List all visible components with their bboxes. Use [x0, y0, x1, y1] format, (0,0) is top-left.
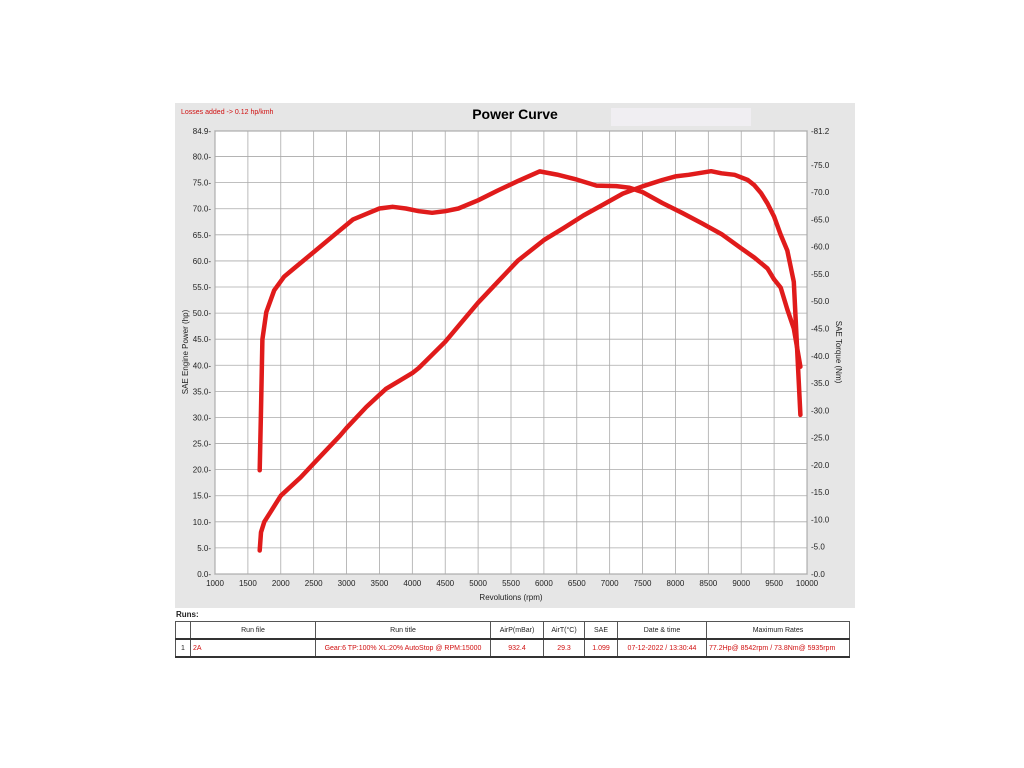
y2-tick-label: -45.0	[811, 324, 830, 333]
y-tick-label: 45.0-	[193, 335, 212, 344]
x-tick-label: 5000	[469, 579, 487, 588]
row-max-rates: 77.2Hp@ 8542rpm / 73.8Nm@ 5935rpm	[706, 638, 850, 658]
y-tick-label: 75.0-	[193, 179, 212, 188]
row-airp: 932.4	[490, 638, 544, 658]
x-tick-label: 8000	[667, 579, 685, 588]
x-tick-label: 10000	[796, 579, 819, 588]
y2-tick-label: -35.0	[811, 379, 830, 388]
x-tick-label: 9000	[732, 579, 750, 588]
y2-tick-label: -50.0	[811, 297, 830, 306]
y-tick-label: 84.9-	[193, 127, 212, 136]
x-tick-label: 6000	[535, 579, 553, 588]
row-run-title: Gear:6 TP:100% XL:20% AutoStop @ RPM:150…	[315, 638, 491, 658]
y2-tick-label: -55.0	[811, 270, 830, 279]
header-index	[175, 621, 191, 640]
y-axis-label: SAE Engine Power (hp)	[181, 309, 190, 394]
y-tick-label: 20.0-	[193, 466, 212, 475]
runs-table: Run file Run title AirP(mBar) AirT(°C) S…	[175, 621, 850, 658]
x-tick-label: 3000	[338, 579, 356, 588]
y2-tick-label: -25.0	[811, 434, 830, 443]
row-sae: 1.099	[584, 638, 618, 658]
power-curve-chart: 1000 1500 2000 2500 3000 3500 4000 4500 5000 5500…	[181, 106, 843, 602]
y-tick-label: 10.0-	[193, 518, 212, 527]
chart-panel: 1000 1500 2000 2500 3000 3500 4000 4500 5000 5500…	[175, 103, 855, 608]
x-tick-label: 8500	[699, 579, 717, 588]
y2-tick-label: -65.0	[811, 215, 830, 224]
torque-curve	[257, 169, 803, 473]
power-curve	[257, 168, 803, 553]
y2-tick-label: -81.2	[811, 127, 830, 136]
row-airt: 29.3	[543, 638, 585, 658]
header-airp: AirP(mBar)	[490, 621, 544, 640]
row-index: 1	[175, 638, 191, 658]
y2-tick-label: -5.0	[811, 543, 825, 552]
runs-header-row: Run file Run title AirP(mBar) AirT(°C) S…	[175, 621, 850, 640]
x-tick-label: 7500	[634, 579, 652, 588]
hidden-label-box	[611, 108, 751, 126]
y-tick-label: 40.0-	[193, 361, 212, 370]
x-tick-label: 2000	[272, 579, 290, 588]
y-tick-label: 35.0-	[193, 387, 212, 396]
y-tick-label: 70.0-	[193, 205, 212, 214]
x-tick-label: 4000	[403, 579, 421, 588]
y-tick-label: 15.0-	[193, 492, 212, 501]
y-tick-label: 65.0-	[193, 231, 212, 240]
x-tick-label: 7000	[601, 579, 619, 588]
table-row[interactable]: 1 2A Gear:6 TP:100% XL:20% AutoStop @ RP…	[175, 638, 850, 658]
y2-tick-label: -75.0	[811, 161, 830, 170]
x-tick-label: 2500	[305, 579, 323, 588]
x-tick-label: 1500	[239, 579, 257, 588]
y2-tick-label: -40.0	[811, 352, 830, 361]
y-tick-label: 55.0-	[193, 283, 212, 292]
y2-tick-label: -15.0	[811, 488, 830, 497]
row-run-file: 2A	[190, 638, 316, 658]
y-tick-label: 0.0-	[197, 570, 211, 579]
header-run-file: Run file	[190, 621, 316, 640]
y-tick-label: 80.0-	[193, 153, 212, 162]
x-tick-label: 5500	[502, 579, 520, 588]
header-max-rates: Maximum Rates	[706, 621, 850, 640]
y-tick-label: 50.0-	[193, 309, 212, 318]
row-datetime: 07-12-2022 / 13:30:44	[617, 638, 707, 658]
header-sae: SAE	[584, 621, 618, 640]
y-tick-label: 5.0-	[197, 544, 211, 553]
chart-title: Power Curve	[472, 106, 558, 122]
y2-tick-label: -60.0	[811, 243, 830, 252]
x-axis-label: Revolutions (rpm)	[479, 593, 542, 602]
y-tick-label: 60.0-	[193, 257, 212, 266]
y-tick-label: 25.0-	[193, 440, 212, 449]
y2-axis-label: SAE Torque (Nm)	[834, 321, 843, 384]
y2-tick-label: -20.0	[811, 461, 830, 470]
y2-tick-label: -30.0	[811, 406, 830, 415]
y2-tick-label: -0.0	[811, 570, 825, 579]
runs-label: Runs:	[176, 610, 199, 619]
losses-annotation: Losses added -> 0.12 hp/kmh	[181, 109, 274, 116]
x-tick-label: 6500	[568, 579, 586, 588]
header-airt: AirT(°C)	[543, 621, 585, 640]
x-tick-label: 3500	[371, 579, 389, 588]
header-datetime: Date & time	[617, 621, 707, 640]
x-tick-label: 4500	[436, 579, 454, 588]
y-tick-label: 30.0-	[193, 413, 212, 422]
y2-tick-label: -70.0	[811, 188, 830, 197]
x-tick-label: 1000	[206, 579, 224, 588]
y2-tick-label: -10.0	[811, 515, 830, 524]
header-run-title: Run title	[315, 621, 491, 640]
x-tick-label: 9500	[765, 579, 783, 588]
